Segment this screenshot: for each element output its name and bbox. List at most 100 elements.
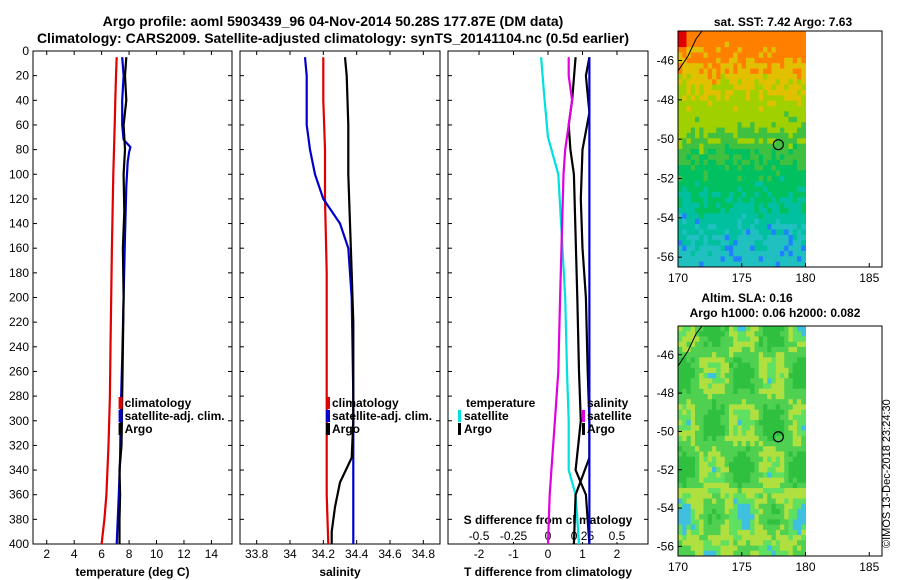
map-cell — [678, 52, 683, 59]
map-cell — [758, 404, 764, 411]
map-cell — [784, 399, 789, 405]
map-cell — [771, 186, 777, 193]
map-cell — [750, 57, 755, 64]
map-cell — [771, 116, 777, 123]
y-tick-label: -46 — [657, 348, 675, 362]
map-cell — [741, 404, 747, 411]
map-cell — [699, 535, 704, 541]
map-cell — [758, 461, 764, 468]
map-cell — [699, 456, 704, 463]
map-cell — [746, 341, 751, 348]
map-cell — [707, 106, 713, 112]
map-cell — [746, 498, 751, 505]
map-cell — [724, 208, 730, 214]
map-cell — [729, 138, 734, 145]
map-cell — [682, 181, 687, 188]
map-cell — [695, 514, 700, 520]
map-cell — [686, 127, 692, 134]
map-cell — [775, 535, 781, 541]
map-cell — [716, 73, 721, 80]
map-cell — [750, 191, 755, 198]
map-cell — [720, 68, 726, 75]
map-cell — [737, 106, 743, 112]
map-cell — [682, 482, 687, 489]
map-cell — [754, 111, 760, 118]
map-cell — [750, 149, 755, 155]
map-cell — [690, 116, 696, 123]
map-cell — [733, 116, 738, 123]
map-cell — [784, 159, 789, 166]
map-cell — [750, 154, 755, 161]
map-cell — [737, 31, 743, 37]
map-cell — [788, 143, 794, 150]
map-cell — [686, 519, 692, 526]
map-cell — [724, 503, 730, 510]
map-cell — [716, 165, 721, 171]
x-tick-label: 185 — [859, 271, 879, 285]
map-cell — [801, 143, 806, 150]
map-cell — [750, 420, 755, 426]
legend-label: Argo — [464, 422, 492, 436]
map-cell — [788, 218, 794, 225]
map-cell — [763, 367, 768, 374]
map-cell — [750, 63, 755, 70]
legend-swatch — [582, 422, 585, 435]
map-cell — [712, 73, 717, 80]
map-cell — [695, 175, 700, 182]
map-cell — [792, 451, 798, 458]
legend-swatch — [458, 422, 461, 435]
map-cell — [703, 138, 709, 145]
map-cell — [775, 388, 781, 395]
map-cell — [784, 79, 789, 86]
map-cell — [758, 165, 764, 171]
x-tick-label: 6 — [98, 547, 105, 561]
map-cell — [784, 477, 789, 484]
map-cell — [678, 540, 683, 547]
map-cell — [733, 47, 738, 53]
map-cell — [754, 550, 760, 557]
map-cell — [775, 420, 781, 426]
map-cell — [712, 378, 717, 384]
map-cell — [716, 224, 721, 230]
map-cell — [775, 197, 781, 204]
map-cell — [703, 540, 709, 547]
map-cell — [750, 229, 755, 236]
map-cell — [720, 213, 726, 220]
map-cell — [741, 197, 747, 204]
map-cell — [767, 84, 772, 91]
map-cell — [763, 111, 768, 118]
map-cell — [767, 472, 772, 479]
map-cell — [695, 256, 700, 263]
map-cell — [801, 477, 806, 484]
map-cell — [741, 425, 747, 432]
map-cell — [716, 132, 721, 139]
map-cell — [678, 524, 683, 531]
map-cell — [682, 441, 687, 447]
map-cell — [763, 63, 768, 70]
map-cell — [797, 175, 802, 182]
map-cell — [780, 378, 785, 384]
map-cell — [695, 399, 700, 405]
map-cell — [750, 409, 755, 416]
map-cell — [758, 116, 764, 123]
map-cell — [792, 52, 798, 59]
map-cell — [763, 352, 768, 358]
map-cell — [703, 461, 709, 468]
map-cell — [801, 202, 806, 209]
x2-tick-label: -0.5 — [469, 529, 490, 543]
map-cell — [767, 508, 772, 515]
map-cell — [784, 331, 789, 337]
map-cell — [699, 477, 704, 484]
map-cell — [741, 250, 747, 257]
map-cell — [720, 191, 726, 198]
map-cell — [724, 122, 730, 129]
map-cell — [754, 519, 760, 526]
y-tick-label: 140 — [9, 217, 29, 231]
map-cell — [754, 461, 760, 468]
map-cell — [737, 362, 743, 369]
map-cell — [695, 73, 700, 80]
map-cell — [788, 240, 794, 247]
map-cell — [733, 202, 738, 209]
map-cell — [716, 540, 721, 547]
map-cell — [682, 399, 687, 405]
